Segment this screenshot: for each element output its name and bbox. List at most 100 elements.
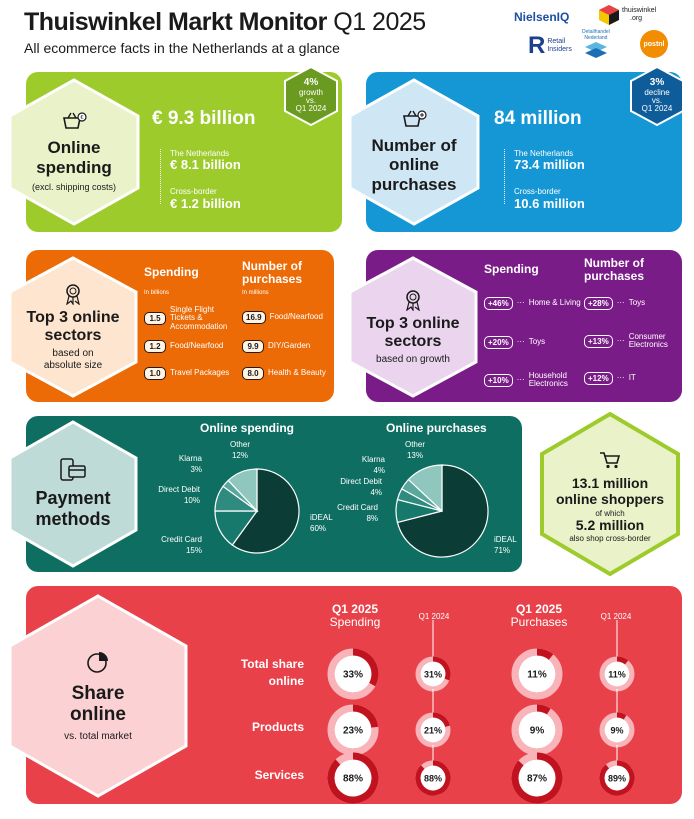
top3-size-purchases-unit: In millions [242, 290, 269, 296]
pie-label: Credit Card [161, 535, 202, 544]
online-purchases-title: Number of online purchases [371, 135, 457, 194]
top3-size-spending-row: 1.5 Single Flight Tickets & Accommodation [144, 305, 227, 331]
pie-label: iDEAL [310, 513, 333, 522]
donut-value-label: 21% [424, 726, 442, 736]
donut-center [420, 717, 446, 743]
svg-text:€: € [80, 115, 83, 121]
share-online-subtitle: vs. total market [64, 731, 132, 743]
donut-value-label: 87% [527, 774, 547, 785]
online-spending-total: € 9.3 billion [152, 108, 256, 129]
online-purchases-nl-label: The Netherlands [514, 149, 574, 158]
payment-methods-title: Payment methods [35, 488, 111, 529]
top3-growth-spending-row: +20% ··· Toys [484, 336, 545, 349]
top3-size-purchases-head: Number of purchases [242, 259, 303, 286]
share-col-spending-2024: Q1 2024 [418, 612, 450, 621]
share-online-donuts: 33% 23% 88% 31% 21% 88% 11% 9% 87% 11% 9% 89% [327, 620, 635, 804]
donut-center [334, 759, 372, 797]
top3-growth-purchases-head: Number of purchases [584, 256, 645, 283]
online-purchases-bracket [504, 149, 505, 204]
donut-value-label: 89% [608, 774, 626, 784]
pie-value-label: 3% [190, 465, 202, 474]
pie-label: iDEAL [494, 535, 517, 544]
spending-growth-badge: 4% growth vs. Q1 2024 [284, 66, 338, 126]
online-spending-cb-label: Cross-border [170, 187, 217, 196]
pie-label: Other [405, 440, 425, 449]
award-ribbon-icon [66, 283, 80, 305]
pie-slice-ideal [231, 468, 300, 554]
donut-value-label: 9% [610, 726, 623, 736]
top3-size-spending-row: 1.0 Travel Packages [144, 367, 229, 380]
online-shoppers-label: online shoppers [555, 491, 665, 508]
donut-center [604, 661, 630, 687]
page-title-quarter: Q1 2025 [333, 8, 426, 36]
pie-value-label: 4% [373, 466, 385, 475]
top3-growth-purchases-row: +28% ··· Toys [584, 297, 645, 310]
payment-pies: iDEAL 60% Credit Card 15% Direct Debit 10% Kla… [158, 440, 517, 558]
detailhandel-logo: Detailhandel Nederland [582, 29, 610, 61]
top3-growth-spending-head: Spending [484, 262, 539, 276]
shopping-cart-icon [600, 452, 621, 469]
top3-size-title: Top 3 online sectors [26, 308, 120, 344]
top3-size-purchases-row: 8.0 Health & Beauty [242, 367, 326, 380]
pie-label: Credit Card [337, 503, 378, 512]
donut-arc [616, 656, 629, 665]
donut-center [518, 759, 556, 797]
top3-growth-purchases-row: +13% ··· Consumer Electronics [584, 332, 668, 350]
donut-value-label: 88% [343, 774, 363, 785]
thuiswinkel-logo-icon [598, 4, 620, 26]
pie-value-label: 4% [370, 488, 382, 497]
share-row-total: Total share online [240, 657, 304, 688]
donut-center [420, 765, 446, 791]
top3-size-spending-head: Spending [144, 265, 199, 279]
online-purchases-chart-title: Online purchases [386, 421, 487, 435]
online-spending-nl-label: The Netherlands [170, 149, 230, 158]
share-col-purchases-2024: Q1 2024 [600, 612, 632, 621]
online-shoppers-count: 13.1 million [571, 475, 649, 492]
donut-arc [352, 704, 379, 728]
donut-center [518, 655, 556, 693]
pie-label: Direct Debit [340, 477, 383, 486]
donut-arc [327, 752, 379, 804]
top3-growth-hexagon: Top 3 online sectors based on growth [348, 256, 478, 398]
donut-arc [616, 712, 627, 720]
cross-border-shoppers-label: also shop cross-border [569, 533, 651, 543]
top3-size-purchases-row: 16.9 Food/Nearfood [242, 311, 323, 324]
postnl-logo: postnl [640, 30, 668, 58]
top3-size-spending-unit: In billions [144, 290, 170, 296]
online-shoppers-hexagon: 13.1 million online shoppers of which 5.… [540, 412, 680, 576]
top3-size-purchases-row: 9.9 DIY/Garden [242, 340, 310, 353]
donut-center [518, 711, 556, 749]
donut-value-label: 11% [527, 670, 547, 681]
donut-center [334, 711, 372, 749]
pie-chart-icon [87, 651, 108, 673]
donut-arc [536, 648, 554, 660]
award-ribbon-icon [406, 289, 420, 311]
online-spending-nl-value: € 8.1 billion [170, 157, 241, 172]
page-subtitle: All ecommerce facts in the Netherlands a… [24, 40, 340, 56]
top3-growth-spending-row: +46% ··· Home & Living [484, 297, 581, 310]
purchases-decline-badge: 3% decline vs. Q1 2024 [630, 66, 684, 126]
donut-value-label: 11% [608, 670, 626, 680]
pie-value-label: 60% [310, 524, 326, 533]
top3-size-subtitle: based on absolute size [43, 348, 103, 371]
donut-arc [415, 760, 451, 796]
top3-growth-spending-row: +10% ··· Household Electronics [484, 371, 568, 389]
pie-slice-other [227, 468, 258, 513]
online-spending-hexagon: € Online spending (excl. shipping costs) [8, 78, 140, 226]
top3-size-hexagon: Top 3 online sectors based on absolute siz… [8, 256, 138, 398]
share-row-products: Products [251, 720, 304, 734]
online-spending-title: Online spending [36, 138, 112, 177]
pie-value-label: 71% [494, 546, 510, 555]
nielseniq-logo: NielsenIQ [514, 10, 570, 24]
donut-value-label: 9% [530, 726, 545, 737]
pie-label: Direct Debit [158, 485, 201, 494]
online-spending-chart-title: Online spending [200, 421, 295, 435]
basket-euro-icon: € [63, 112, 87, 130]
pie-value-label: 8% [366, 514, 378, 523]
donut-arc [352, 648, 379, 687]
pie-label: Klarna [362, 455, 386, 464]
online-purchases-cb-value: 10.6 million [514, 196, 585, 211]
pie-label: Other [230, 440, 250, 449]
donut-center [334, 655, 372, 693]
pie-value-label: 15% [186, 546, 202, 555]
